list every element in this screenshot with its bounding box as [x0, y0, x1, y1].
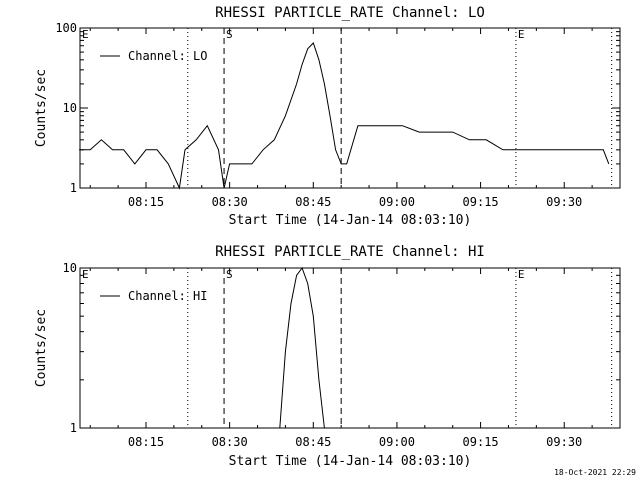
panel1-marker-label: E — [82, 28, 89, 41]
panel2-x-tick-label: 09:15 — [463, 435, 499, 449]
panel1-legend-label: Channel: LO — [128, 49, 207, 63]
footer-timestamp: 18-Oct-2021 22:29 — [554, 468, 636, 477]
panel1-x-tick-label: 08:45 — [295, 195, 331, 209]
panel2-y-axis-label: Counts/sec — [34, 309, 49, 387]
panel2-x-tick-label: 08:15 — [128, 435, 164, 449]
panel2-y-tick-label: 1 — [70, 421, 77, 435]
panel2-x-axis-label: Start Time (14-Jan-14 08:03:10) — [229, 454, 472, 469]
panel1-marker-label: E — [518, 28, 525, 41]
panel1-x-tick-label: 09:15 — [463, 195, 499, 209]
panel1-y-tick-label: 1 — [70, 181, 77, 195]
panel2-marker-label: S — [226, 268, 233, 281]
panel1-y-tick-label: 10 — [63, 101, 77, 115]
panel2-marker-label: E — [82, 268, 89, 281]
panel1-x-tick-label: 08:15 — [128, 195, 164, 209]
panel2-title: RHESSI PARTICLE_RATE Channel: HI — [215, 244, 485, 260]
panel1-x-tick-label: 09:00 — [379, 195, 415, 209]
panel2-y-tick-label: 10 — [63, 261, 77, 275]
panel1-x-tick-label: 09:30 — [546, 195, 582, 209]
panel2-x-tick-label: 09:00 — [379, 435, 415, 449]
panel1-x-tick-label: 08:30 — [212, 195, 248, 209]
panel2-x-tick-label: 08:45 — [295, 435, 331, 449]
panel1-y-tick-label: 100 — [55, 21, 77, 35]
panel2-legend-label: Channel: HI — [128, 289, 207, 303]
panel2-series-line — [279, 266, 325, 429]
panel2-marker-label: E — [518, 268, 525, 281]
panel1-x-axis-label: Start Time (14-Jan-14 08:03:10) — [229, 213, 472, 228]
panel2-x-tick-label: 08:30 — [212, 435, 248, 449]
panel1-title: RHESSI PARTICLE_RATE Channel: LO — [215, 5, 485, 21]
panel1-y-axis-label: Counts/sec — [34, 69, 49, 147]
panel1-series-line — [79, 42, 610, 190]
panel2-x-tick-label: 09:30 — [546, 435, 582, 449]
panel1-marker-label: S — [226, 28, 233, 41]
